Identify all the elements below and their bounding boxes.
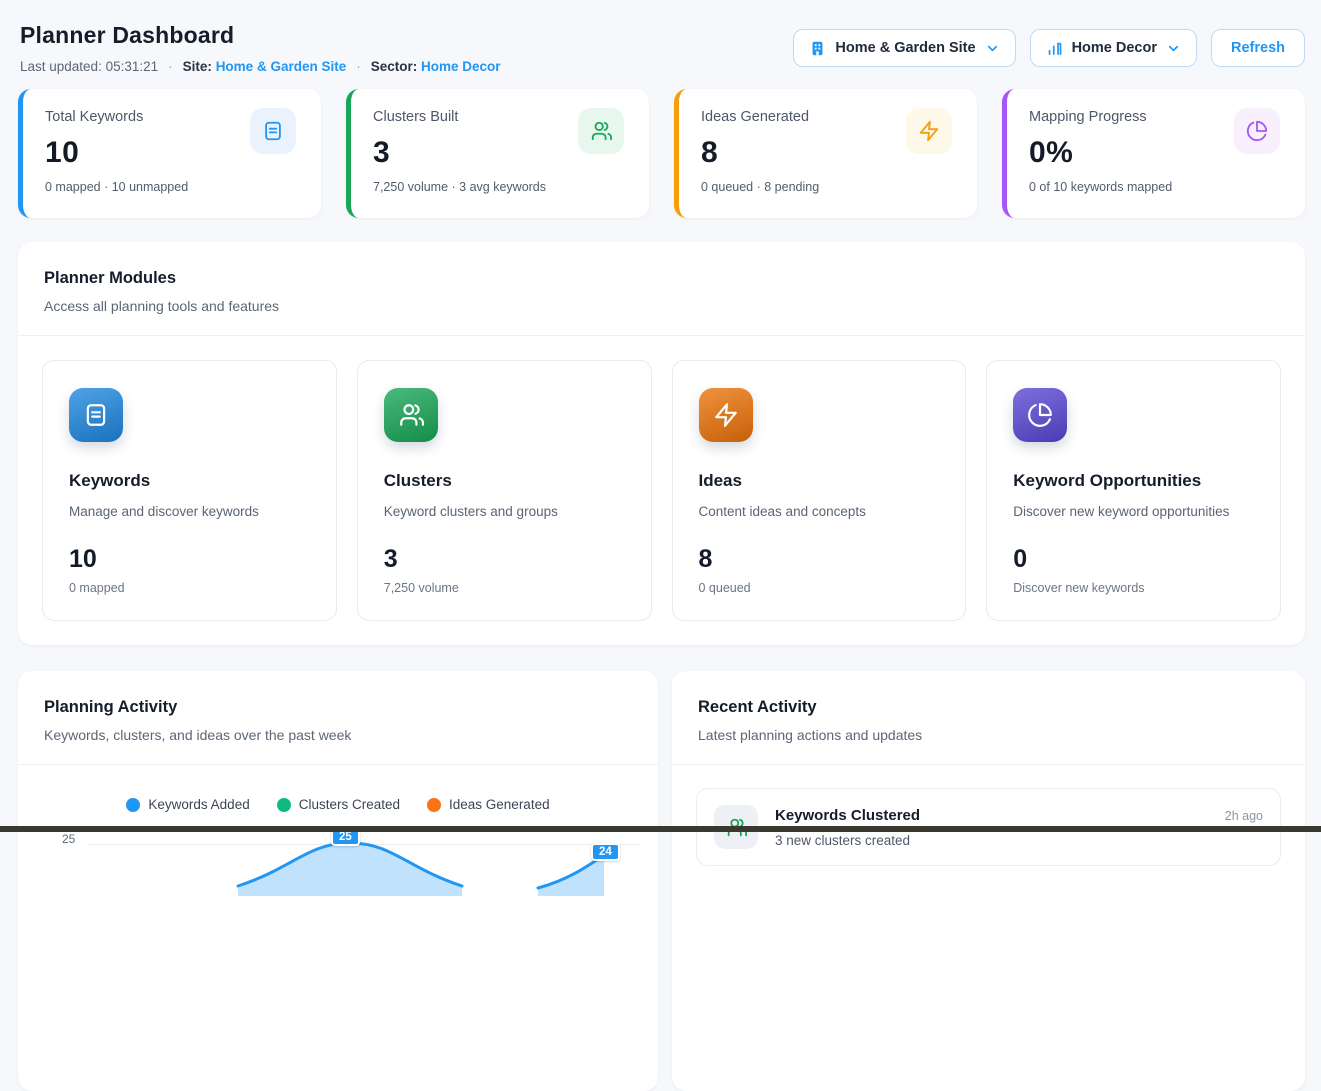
pie-chart-icon: [1027, 402, 1053, 428]
stat-card-mapping-progress: Mapping Progress 0% 0 of 10 keywords map…: [1002, 89, 1305, 218]
file-text-icon: [262, 120, 284, 142]
refresh-button[interactable]: Refresh: [1211, 29, 1305, 67]
module-title: Keywords: [69, 471, 310, 491]
meta-separator: ·: [356, 59, 361, 74]
header-actions: Home & Garden Site Home Decor Refresh: [793, 29, 1305, 67]
module-title: Keyword Opportunities: [1013, 471, 1254, 491]
sector-meta: Sector: Home Decor: [371, 59, 501, 74]
recent-activity-panel: Recent Activity Latest planning actions …: [672, 671, 1305, 1091]
pie-chart-icon: [1246, 120, 1268, 142]
sector-selector-dropdown[interactable]: Home Decor: [1030, 29, 1197, 67]
stat-icon-tile: [250, 108, 296, 154]
meta-line: Last updated: 05:31:21 · Site: Home & Ga…: [20, 59, 501, 74]
stat-sub: 0 of 10 keywords mapped: [1029, 180, 1283, 194]
zap-icon: [713, 402, 739, 428]
data-point-label: 24: [591, 843, 620, 861]
file-text-icon: [83, 402, 109, 428]
users-icon: [590, 120, 612, 142]
panel-subtitle: Keywords, clusters, and ideas over the p…: [44, 727, 632, 743]
stat-sub: 7,250 volume · 3 avg keywords: [373, 180, 627, 194]
module-description: Manage and discover keywords: [69, 504, 310, 519]
sector-link[interactable]: Home Decor: [421, 59, 501, 74]
site-link[interactable]: Home & Garden Site: [216, 59, 347, 74]
page-title: Planner Dashboard: [20, 22, 501, 49]
module-card-keywords[interactable]: Keywords Manage and discover keywords 10…: [42, 360, 337, 621]
module-card-ideas[interactable]: Ideas Content ideas and concepts 8 0 que…: [672, 360, 967, 621]
users-icon: [398, 402, 424, 428]
y-axis-tick: 25: [62, 832, 75, 846]
site-selector-label: Home & Garden Site: [835, 40, 975, 56]
divider: [18, 764, 658, 765]
legend-dot: [427, 798, 441, 812]
legend-item-clusters-created[interactable]: Clusters Created: [277, 797, 400, 812]
stat-icon-tile: [578, 108, 624, 154]
stat-sub: 0 queued · 8 pending: [701, 180, 955, 194]
module-description: Discover new keyword opportunities: [1013, 504, 1254, 519]
module-sub: 0 mapped: [69, 581, 310, 595]
module-icon-tile: [1013, 388, 1067, 442]
stat-card-total-keywords: Total Keywords 10 0 mapped · 10 unmapped: [18, 89, 321, 218]
stat-sub: 0 mapped · 10 unmapped: [45, 180, 299, 194]
site-meta: Site: Home & Garden Site: [183, 59, 347, 74]
module-card-keyword-opportunities[interactable]: Keyword Opportunities Discover new keywo…: [986, 360, 1281, 621]
activity-timestamp: 2h ago: [1225, 809, 1263, 823]
chart-legend: Keywords Added Clusters Created Ideas Ge…: [18, 797, 658, 812]
module-sub: Discover new keywords: [1013, 581, 1254, 595]
topbar-left: Planner Dashboard Last updated: 05:31:21…: [20, 22, 501, 74]
panel-title: Planning Activity: [44, 698, 632, 717]
planning-activity-panel: Planning Activity Keywords, clusters, an…: [18, 671, 658, 1091]
module-value: 8: [699, 545, 940, 574]
planner-modules-panel: Planner Modules Access all planning tool…: [18, 242, 1305, 645]
meta-separator: ·: [168, 59, 173, 74]
module-value: 10: [69, 545, 310, 574]
bottom-row: Planning Activity Keywords, clusters, an…: [18, 671, 1305, 1091]
activity-description: 3 new clusters created: [775, 833, 920, 848]
chevron-down-icon: [985, 41, 1000, 56]
stat-card-clusters-built: Clusters Built 3 7,250 volume · 3 avg ke…: [346, 89, 649, 218]
module-icon-tile: [69, 388, 123, 442]
taskbar-edge-strip: [0, 826, 1321, 832]
module-description: Keyword clusters and groups: [384, 504, 625, 519]
panel-head: Planning Activity Keywords, clusters, an…: [18, 671, 658, 764]
module-sub: 0 queued: [699, 581, 940, 595]
topbar: Planner Dashboard Last updated: 05:31:21…: [18, 0, 1305, 89]
module-card-clusters[interactable]: Clusters Keyword clusters and groups 3 7…: [357, 360, 652, 621]
stats-row: Total Keywords 10 0 mapped · 10 unmapped…: [18, 89, 1305, 218]
legend-dot: [277, 798, 291, 812]
legend-item-keywords-added[interactable]: Keywords Added: [126, 797, 249, 812]
module-title: Clusters: [384, 471, 625, 491]
panel-head: Planner Modules Access all planning tool…: [18, 242, 1305, 335]
zap-icon: [918, 120, 940, 142]
panel-title: Recent Activity: [698, 698, 1279, 717]
last-updated: Last updated: 05:31:21: [20, 59, 158, 74]
module-icon-tile: [384, 388, 438, 442]
panel-head: Recent Activity Latest planning actions …: [672, 671, 1305, 764]
module-value: 3: [384, 545, 625, 574]
module-icon-tile: [699, 388, 753, 442]
site-selector-dropdown[interactable]: Home & Garden Site: [793, 29, 1015, 67]
legend-item-ideas-generated[interactable]: Ideas Generated: [427, 797, 550, 812]
sector-selector-label: Home Decor: [1072, 40, 1157, 56]
bar-chart-icon: [1046, 40, 1063, 57]
activity-title: Keywords Clustered: [775, 807, 920, 824]
modules-grid: Keywords Manage and discover keywords 10…: [18, 336, 1305, 645]
building-icon: [809, 40, 826, 57]
module-description: Content ideas and concepts: [699, 504, 940, 519]
module-value: 0: [1013, 545, 1254, 574]
stat-card-ideas-generated: Ideas Generated 8 0 queued · 8 pending: [674, 89, 977, 218]
panel-title: Planner Modules: [44, 269, 1279, 288]
panel-subtitle: Access all planning tools and features: [44, 298, 1279, 314]
stat-icon-tile: [906, 108, 952, 154]
legend-dot: [126, 798, 140, 812]
chevron-down-icon: [1166, 41, 1181, 56]
stat-icon-tile: [1234, 108, 1280, 154]
module-title: Ideas: [699, 471, 940, 491]
panel-subtitle: Latest planning actions and updates: [698, 727, 1279, 743]
module-sub: 7,250 volume: [384, 581, 625, 595]
